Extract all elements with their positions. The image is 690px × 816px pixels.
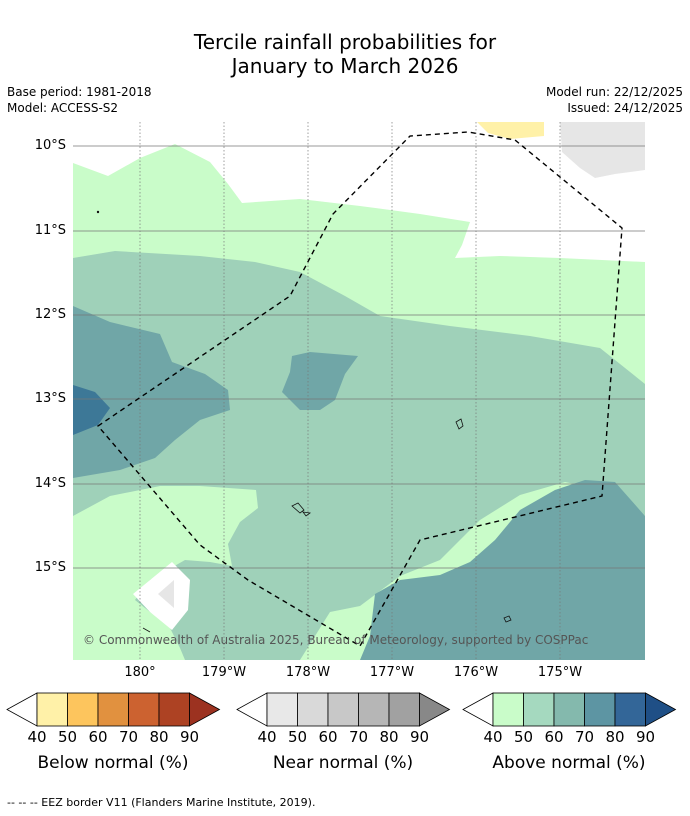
colorbar-below-tick-80: 80 [149, 728, 169, 746]
lat-label-11s: 11°S [34, 223, 66, 238]
colorbar-above-tick-40: 40 [483, 728, 503, 746]
lon-label-177w: 177°W [369, 665, 415, 680]
colorbar-near-tick-90: 90 [409, 728, 430, 746]
model-name: Model: ACCESS-S2 [7, 101, 119, 115]
colorbar-above-tick-90: 90 [635, 728, 656, 746]
base-period: Base period: 1981-2018 [7, 85, 152, 99]
near-normal-patch [158, 580, 174, 608]
lat-label-13s: 13°S [34, 391, 66, 406]
colorbar-below-segment-1 [67, 692, 99, 727]
eez-border [96, 131, 623, 647]
lon-label-176w: 176°W [453, 665, 499, 680]
model-run: Model run: 22/12/2025 [545, 85, 683, 99]
eez-footnote: -- -- -- EEZ border V11 (Flanders Marine… [7, 796, 316, 809]
colorbar-above-right-arrow [645, 692, 677, 727]
meta-right: Model run: 22/12/2025 Issued: 24/12/2025 [546, 84, 683, 116]
title-line-1: Tercile rainfall probabilities for [193, 30, 497, 54]
colorbar-above-segment-2 [553, 692, 585, 727]
colorbar-near-segment-4 [388, 692, 420, 727]
colorbar-near-tick-50: 50 [287, 728, 308, 746]
colorbar-near-left-arrow [236, 692, 268, 727]
colorbar-above-segment-3 [584, 692, 616, 727]
colorbar-below-tick-90: 90 [179, 728, 200, 746]
colorbar-above-segment-1 [523, 692, 555, 727]
colorbar-below-tick-70: 70 [118, 728, 139, 746]
colorbar-near-segment-1 [297, 692, 329, 727]
colorbar-label-above: Above normal (%) [492, 753, 646, 773]
colorbar-above-tick-70: 70 [574, 728, 595, 746]
island-south-west-2 [302, 511, 312, 517]
graticule [73, 122, 645, 660]
colorbar-below-tick-40: 40 [27, 728, 47, 746]
colorbar-below-right-arrow [189, 692, 221, 727]
colorbar-label-below: Below normal (%) [37, 753, 189, 773]
colorbar-below-tick-50: 50 [57, 728, 78, 746]
map-title: Tercile rainfall probabilities for Janua… [0, 30, 690, 78]
colorbar-near-tick-80: 80 [379, 728, 399, 746]
colorbar-above-segment-4 [614, 692, 646, 727]
colorbar-near-segment-0 [266, 692, 298, 727]
island-north [455, 418, 464, 430]
near-normal-40-50-region [560, 122, 645, 178]
colorbar-below-tick-60: 60 [88, 728, 108, 746]
lat-label-12s: 12°S [34, 307, 66, 322]
colorbar-near-segment-3 [358, 692, 390, 727]
above-normal-70-80-region [73, 385, 110, 435]
colorbar-below-segment-0 [36, 692, 68, 727]
below-normal-40-50-region [477, 122, 544, 139]
islands [96, 210, 512, 633]
colorbar-below-segment-2 [97, 692, 129, 727]
lat-label-10s: 10°S [34, 138, 66, 153]
colorbar-above-segment-0 [492, 692, 524, 727]
lon-label-180: 180° [124, 665, 156, 680]
above-normal-60-70-left [73, 306, 230, 478]
colorbar-near-segment-2 [327, 692, 359, 727]
colorbar-above-tick-80: 80 [605, 728, 625, 746]
colorbar-above-left-arrow [462, 692, 494, 727]
lat-label-14s: 14°S [34, 476, 66, 491]
colorbar-near-right-arrow [419, 692, 451, 727]
meta-left: Base period: 1981-2018 Model: ACCESS-S2 [7, 84, 152, 116]
island-south-west [291, 502, 305, 514]
lon-label-179w: 179°W [201, 665, 247, 680]
colorbar-below-left-arrow [6, 692, 38, 727]
colorbar-near-tick-70: 70 [348, 728, 369, 746]
lon-label-178w: 178°W [285, 665, 331, 680]
issued-date: Issued: 24/12/2025 [567, 101, 683, 115]
colorbar-near-tick-60: 60 [318, 728, 338, 746]
colorbar-below-segment-4 [158, 692, 190, 727]
colorbar-above-tick-50: 50 [513, 728, 534, 746]
island-south-east [503, 615, 512, 623]
colorbar-above-tick-60: 60 [544, 728, 564, 746]
above-normal-60-70-southeast [360, 480, 645, 660]
above-normal-50-60-region [73, 251, 645, 660]
colorbar-label-near: Near normal (%) [272, 753, 414, 773]
copyright-note: © Commonwealth of Australia 2025, Bureau… [83, 633, 589, 647]
above-normal-60-70-centre [282, 352, 358, 410]
lat-label-15s: 15°S [34, 560, 66, 575]
title-line-2: January to March 2026 [231, 54, 459, 78]
lon-label-175w: 175°W [537, 665, 583, 680]
colorbar-near-tick-40: 40 [257, 728, 277, 746]
colorbar-below-segment-3 [128, 692, 160, 727]
